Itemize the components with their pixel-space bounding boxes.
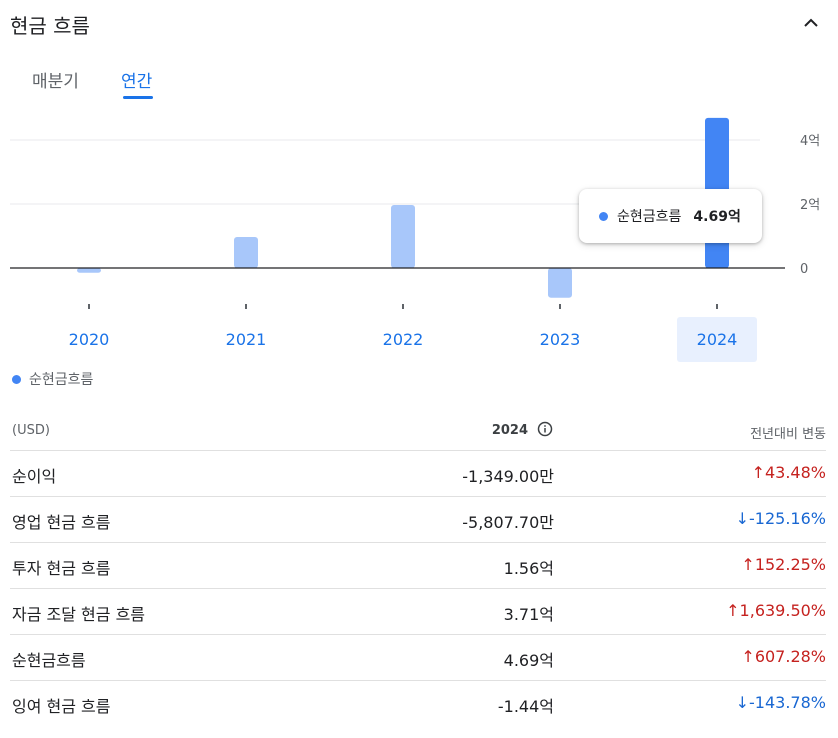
- collapse-button[interactable]: [800, 12, 822, 34]
- row-change-value: 43.48%: [764, 463, 826, 482]
- row-value: -1,349.00만: [462, 467, 554, 486]
- arrow-up-icon: ↑: [741, 555, 755, 574]
- bar-2022[interactable]: [391, 204, 415, 268]
- year-label-2023[interactable]: 2023: [539, 330, 581, 349]
- table-row: 자금 조달 현금 흐름 3.71억 ↑1,639.50%: [10, 588, 826, 635]
- selected-year-highlight: [677, 317, 757, 362]
- row-value: -1.44억: [497, 697, 554, 716]
- table-row: 순현금흐름 4.69억 ↑607.28%: [10, 634, 826, 681]
- row-change: ↑607.28%: [741, 647, 826, 666]
- tooltip-label: 순현금흐름: [617, 209, 682, 225]
- row-label: 순현금흐름: [12, 651, 86, 670]
- table-header: (USD) 2024 전년대비 변동: [0, 419, 838, 449]
- row-change: ↓-125.16%: [736, 509, 826, 528]
- bar-2020[interactable]: [77, 268, 101, 273]
- row-change: ↓-143.78%: [736, 693, 826, 712]
- year-label-2021[interactable]: 2021: [225, 330, 267, 349]
- year-label-2020[interactable]: 2020: [68, 330, 110, 349]
- row-change-value: -125.16%: [749, 509, 826, 528]
- row-change: ↑43.48%: [752, 463, 826, 482]
- y-tick-label: 2억: [800, 198, 820, 213]
- row-change: ↑1,639.50%: [726, 601, 826, 620]
- row-value: 4.69억: [503, 651, 554, 670]
- year-label-2022[interactable]: 2022: [382, 330, 424, 349]
- chevron-up-icon: [804, 18, 818, 27]
- table-row: 투자 현금 흐름 1.56억 ↑152.25%: [10, 542, 826, 589]
- change-header: 전년대비 변동: [750, 427, 826, 442]
- chart-tooltip: 순현금흐름 4.69억: [579, 189, 762, 243]
- table-row: 잉여 현금 흐름 -1.44억 ↓-143.78%: [10, 680, 826, 727]
- tooltip-series-dot: [599, 211, 608, 221]
- legend-label: 순현금흐름: [29, 372, 94, 388]
- table-row: 순이익 -1,349.00만 ↑43.48%: [10, 450, 826, 497]
- tab-annual[interactable]: 연간: [121, 72, 153, 92]
- arrow-down-icon: ↓: [735, 693, 750, 712]
- row-change-value: -143.78%: [749, 693, 826, 712]
- row-value: -5,807.70만: [462, 513, 554, 532]
- tab-active-indicator: [123, 96, 153, 99]
- y-tick-label: 4억: [800, 134, 820, 149]
- arrow-down-icon: ↓: [735, 509, 750, 528]
- legend-dot: [12, 374, 21, 384]
- bar-2023[interactable]: [548, 268, 572, 298]
- row-label: 투자 현금 흐름: [12, 559, 111, 578]
- currency-header: (USD): [12, 423, 50, 438]
- tab-quarterly[interactable]: 매분기: [32, 72, 79, 92]
- tooltip-value: 4.69억: [693, 209, 741, 225]
- table-row: 영업 현금 흐름 -5,807.70만 ↓-125.16%: [10, 496, 826, 543]
- arrow-up-icon: ↑: [726, 601, 740, 620]
- row-label: 순이익: [12, 467, 57, 486]
- row-label: 잉여 현금 흐름: [12, 697, 111, 716]
- row-change-value: 152.25%: [754, 555, 826, 574]
- section-title: 현금 흐름: [10, 14, 90, 38]
- row-change-value: 607.28%: [754, 647, 826, 666]
- row-label: 영업 현금 흐름: [12, 513, 111, 532]
- bar-2021[interactable]: [234, 236, 258, 268]
- row-label: 자금 조달 현금 흐름: [12, 605, 146, 624]
- arrow-up-icon: ↑: [741, 647, 755, 666]
- row-value: 1.56억: [503, 559, 554, 578]
- row-value: 3.71억: [503, 605, 554, 624]
- row-change: ↑152.25%: [741, 555, 826, 574]
- info-icon[interactable]: [537, 421, 553, 437]
- year-header: 2024: [491, 423, 528, 438]
- row-change-value: 1,639.50%: [739, 601, 826, 620]
- y-tick-label: 0: [800, 262, 808, 277]
- chart-legend: 순현금흐름: [12, 369, 93, 389]
- arrow-up-icon: ↑: [751, 463, 765, 482]
- year-label-2024[interactable]: 2024: [696, 330, 738, 349]
